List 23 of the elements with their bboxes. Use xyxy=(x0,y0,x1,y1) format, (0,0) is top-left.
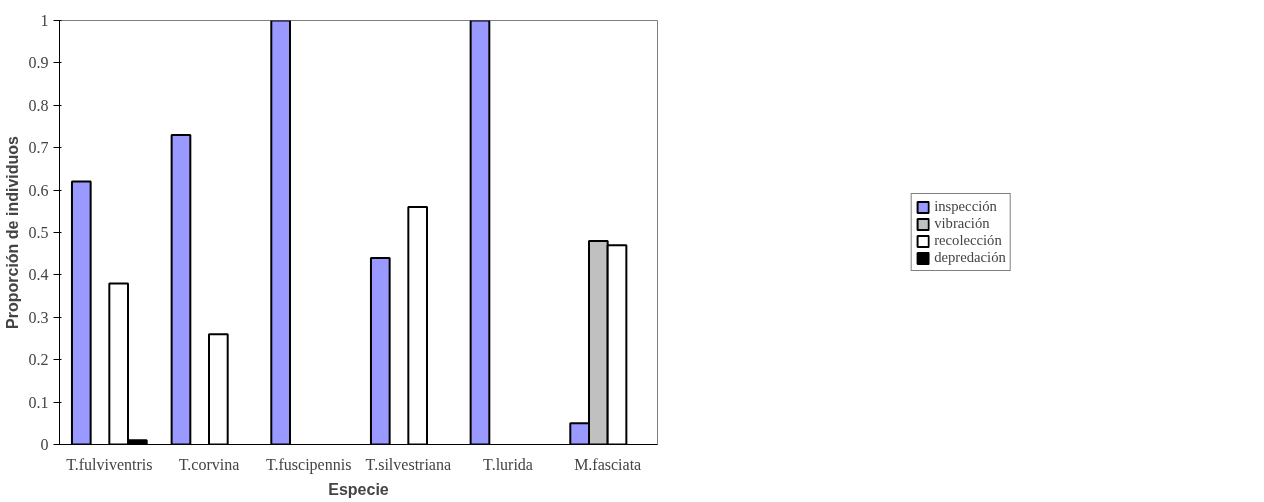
y-tick-label: 0.6 xyxy=(28,181,49,199)
legend-label: depredación xyxy=(934,249,1006,266)
x-tick-label: M.fasciata xyxy=(574,455,642,473)
x-tick-label: T.silvestriana xyxy=(365,455,452,473)
x-tick-label: T.fuscipennis xyxy=(265,455,352,474)
x-tick-label: T.lurida xyxy=(483,455,533,473)
y-tick-label: 0 xyxy=(40,436,49,453)
y-tick-label: 0.1 xyxy=(28,393,49,411)
x-tick-label: T.fulviventris xyxy=(66,455,153,473)
y-tick-label: 0.5 xyxy=(28,224,49,241)
y-tick-label: 0.4 xyxy=(28,266,49,284)
y-tick-label: 0.3 xyxy=(28,308,49,326)
legend-label: recolección xyxy=(934,232,1002,249)
x-tick-label: T.corvina xyxy=(178,455,240,473)
y-tick-label: 0.9 xyxy=(28,54,49,72)
y-axis-title: Proporción de individuos xyxy=(3,135,21,329)
y-tick-label: 0.8 xyxy=(28,96,49,114)
legend-label: inspección xyxy=(934,198,997,215)
legend-label: vibración xyxy=(934,215,990,232)
y-tick-label: 0.2 xyxy=(28,351,49,369)
y-tick-label: 1 xyxy=(40,12,49,29)
y-tick-label: 0.7 xyxy=(28,139,49,157)
x-axis-title: Especie xyxy=(328,480,389,498)
